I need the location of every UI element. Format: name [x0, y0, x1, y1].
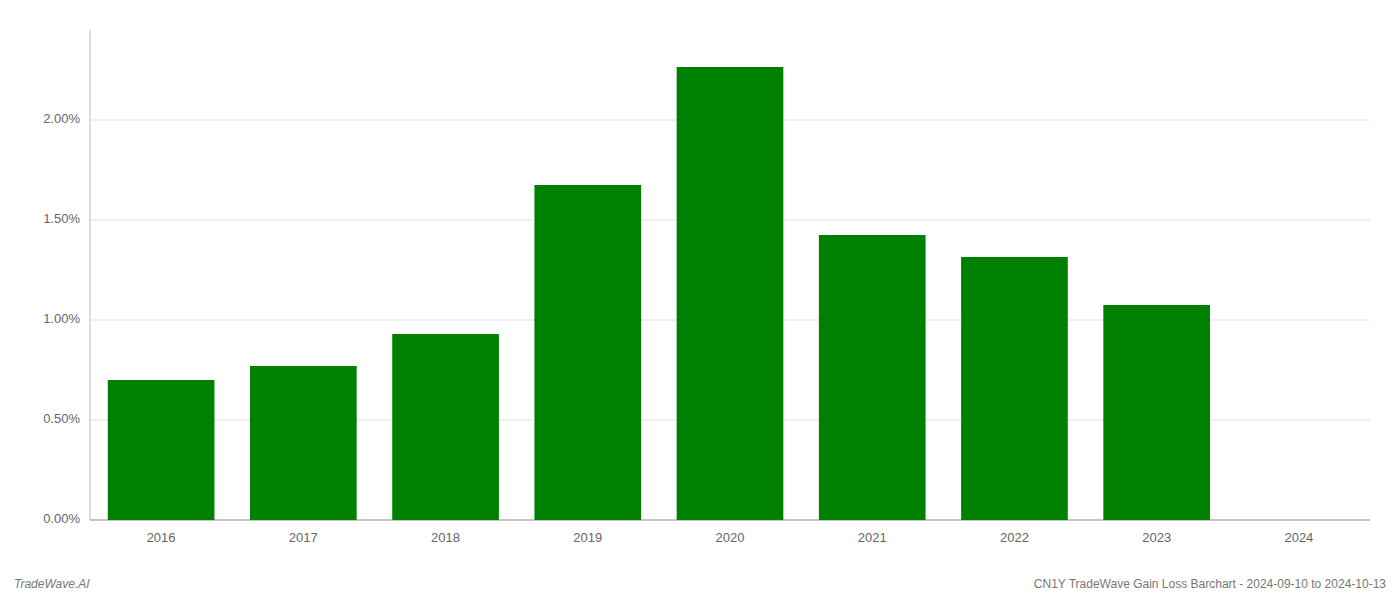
bar	[677, 67, 784, 520]
bar	[961, 257, 1068, 520]
x-tick-label: 2018	[431, 530, 460, 545]
x-tick-label: 2022	[1000, 530, 1029, 545]
y-tick-label: 0.00%	[43, 511, 80, 526]
x-ticks: 2016 2017 2018 2019 2020 2021 2022 2023 2024	[147, 530, 1314, 545]
y-tick-label: 1.00%	[43, 311, 80, 326]
x-tick-label: 2020	[716, 530, 745, 545]
annotation: CN1Y TradeWave Gain Loss Barchart - 2024…	[1034, 577, 1387, 591]
chart-container: 0.00%0.50%1.00%1.50%2.00%201620172018201…	[0, 0, 1400, 600]
y-tick-label: 0.50%	[43, 411, 80, 426]
bar	[1246, 520, 1353, 521]
x-tick-label: 2021	[858, 530, 887, 545]
x-tick-label: 2017	[289, 530, 318, 545]
x-tick-label: 2019	[573, 530, 602, 545]
bar	[250, 366, 357, 520]
bars	[108, 67, 1210, 520]
annotations: TradeWave.AI CN1Y TradeWave Gain Loss Bar…	[14, 577, 1386, 591]
y-axis-line	[90, 30, 91, 520]
x-tick-label: 2024	[1284, 530, 1313, 545]
chart-svg: 0.00%0.50%1.00%1.50%2.00%201620172018201…	[0, 0, 1400, 600]
x-tick-label: 2023	[1142, 530, 1171, 545]
x-tick-label: 2016	[147, 530, 176, 545]
bar	[819, 235, 926, 520]
bar	[108, 380, 215, 520]
annotation: TradeWave.AI	[14, 577, 90, 591]
bar	[534, 185, 641, 520]
y-tick-label: 2.00%	[43, 111, 80, 126]
bar	[392, 334, 499, 520]
y-tick-label: 1.50%	[43, 211, 80, 226]
y-ticks: 0.00% 0.50% 1.00% 1.50% 2.00%	[43, 111, 80, 526]
bar	[1103, 305, 1210, 520]
